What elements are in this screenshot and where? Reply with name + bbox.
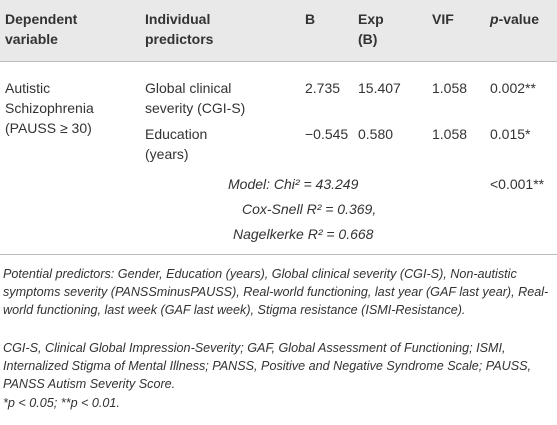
cell: −0.545 bbox=[305, 126, 349, 142]
col-header: B bbox=[305, 11, 316, 27]
col-header: VIF bbox=[432, 11, 454, 27]
cell: 2.735 bbox=[305, 80, 341, 96]
note: Potential predictors: Gender, Education … bbox=[3, 267, 549, 317]
header-bg bbox=[0, 0, 557, 61]
model-p: <0.001** bbox=[490, 176, 545, 192]
col-header: Exp (B) bbox=[358, 11, 384, 47]
note: CGI-S, Clinical Global Impression-Severi… bbox=[3, 341, 532, 391]
cell: 0.002** bbox=[490, 80, 536, 96]
col-header: Dependent variable bbox=[5, 11, 78, 47]
model-chi: Model: Chi² = 43.249 bbox=[228, 176, 359, 192]
rule bbox=[0, 254, 557, 255]
rule bbox=[0, 61, 557, 62]
col-header: Individual predictors bbox=[145, 11, 214, 47]
cell: Global clinical severity (CGI-S) bbox=[145, 80, 246, 116]
cell: 1.058 bbox=[432, 80, 468, 96]
model-cox: Cox-Snell R² = 0.369, bbox=[242, 201, 377, 217]
cell: 0.015* bbox=[490, 126, 531, 142]
dependent: Autistic Schizophrenia (PAUSS ≥ 30) bbox=[5, 80, 94, 136]
model-nagelkerke: Nagelkerke R² = 0.668 bbox=[233, 226, 374, 242]
cell: 0.580 bbox=[358, 126, 394, 142]
cell: 1.058 bbox=[432, 126, 468, 142]
col-header: p-value bbox=[490, 11, 540, 27]
cell: Education (years) bbox=[145, 126, 208, 162]
cell: 15.407 bbox=[358, 80, 401, 96]
note: *p < 0.05; **p < 0.01. bbox=[3, 396, 120, 410]
